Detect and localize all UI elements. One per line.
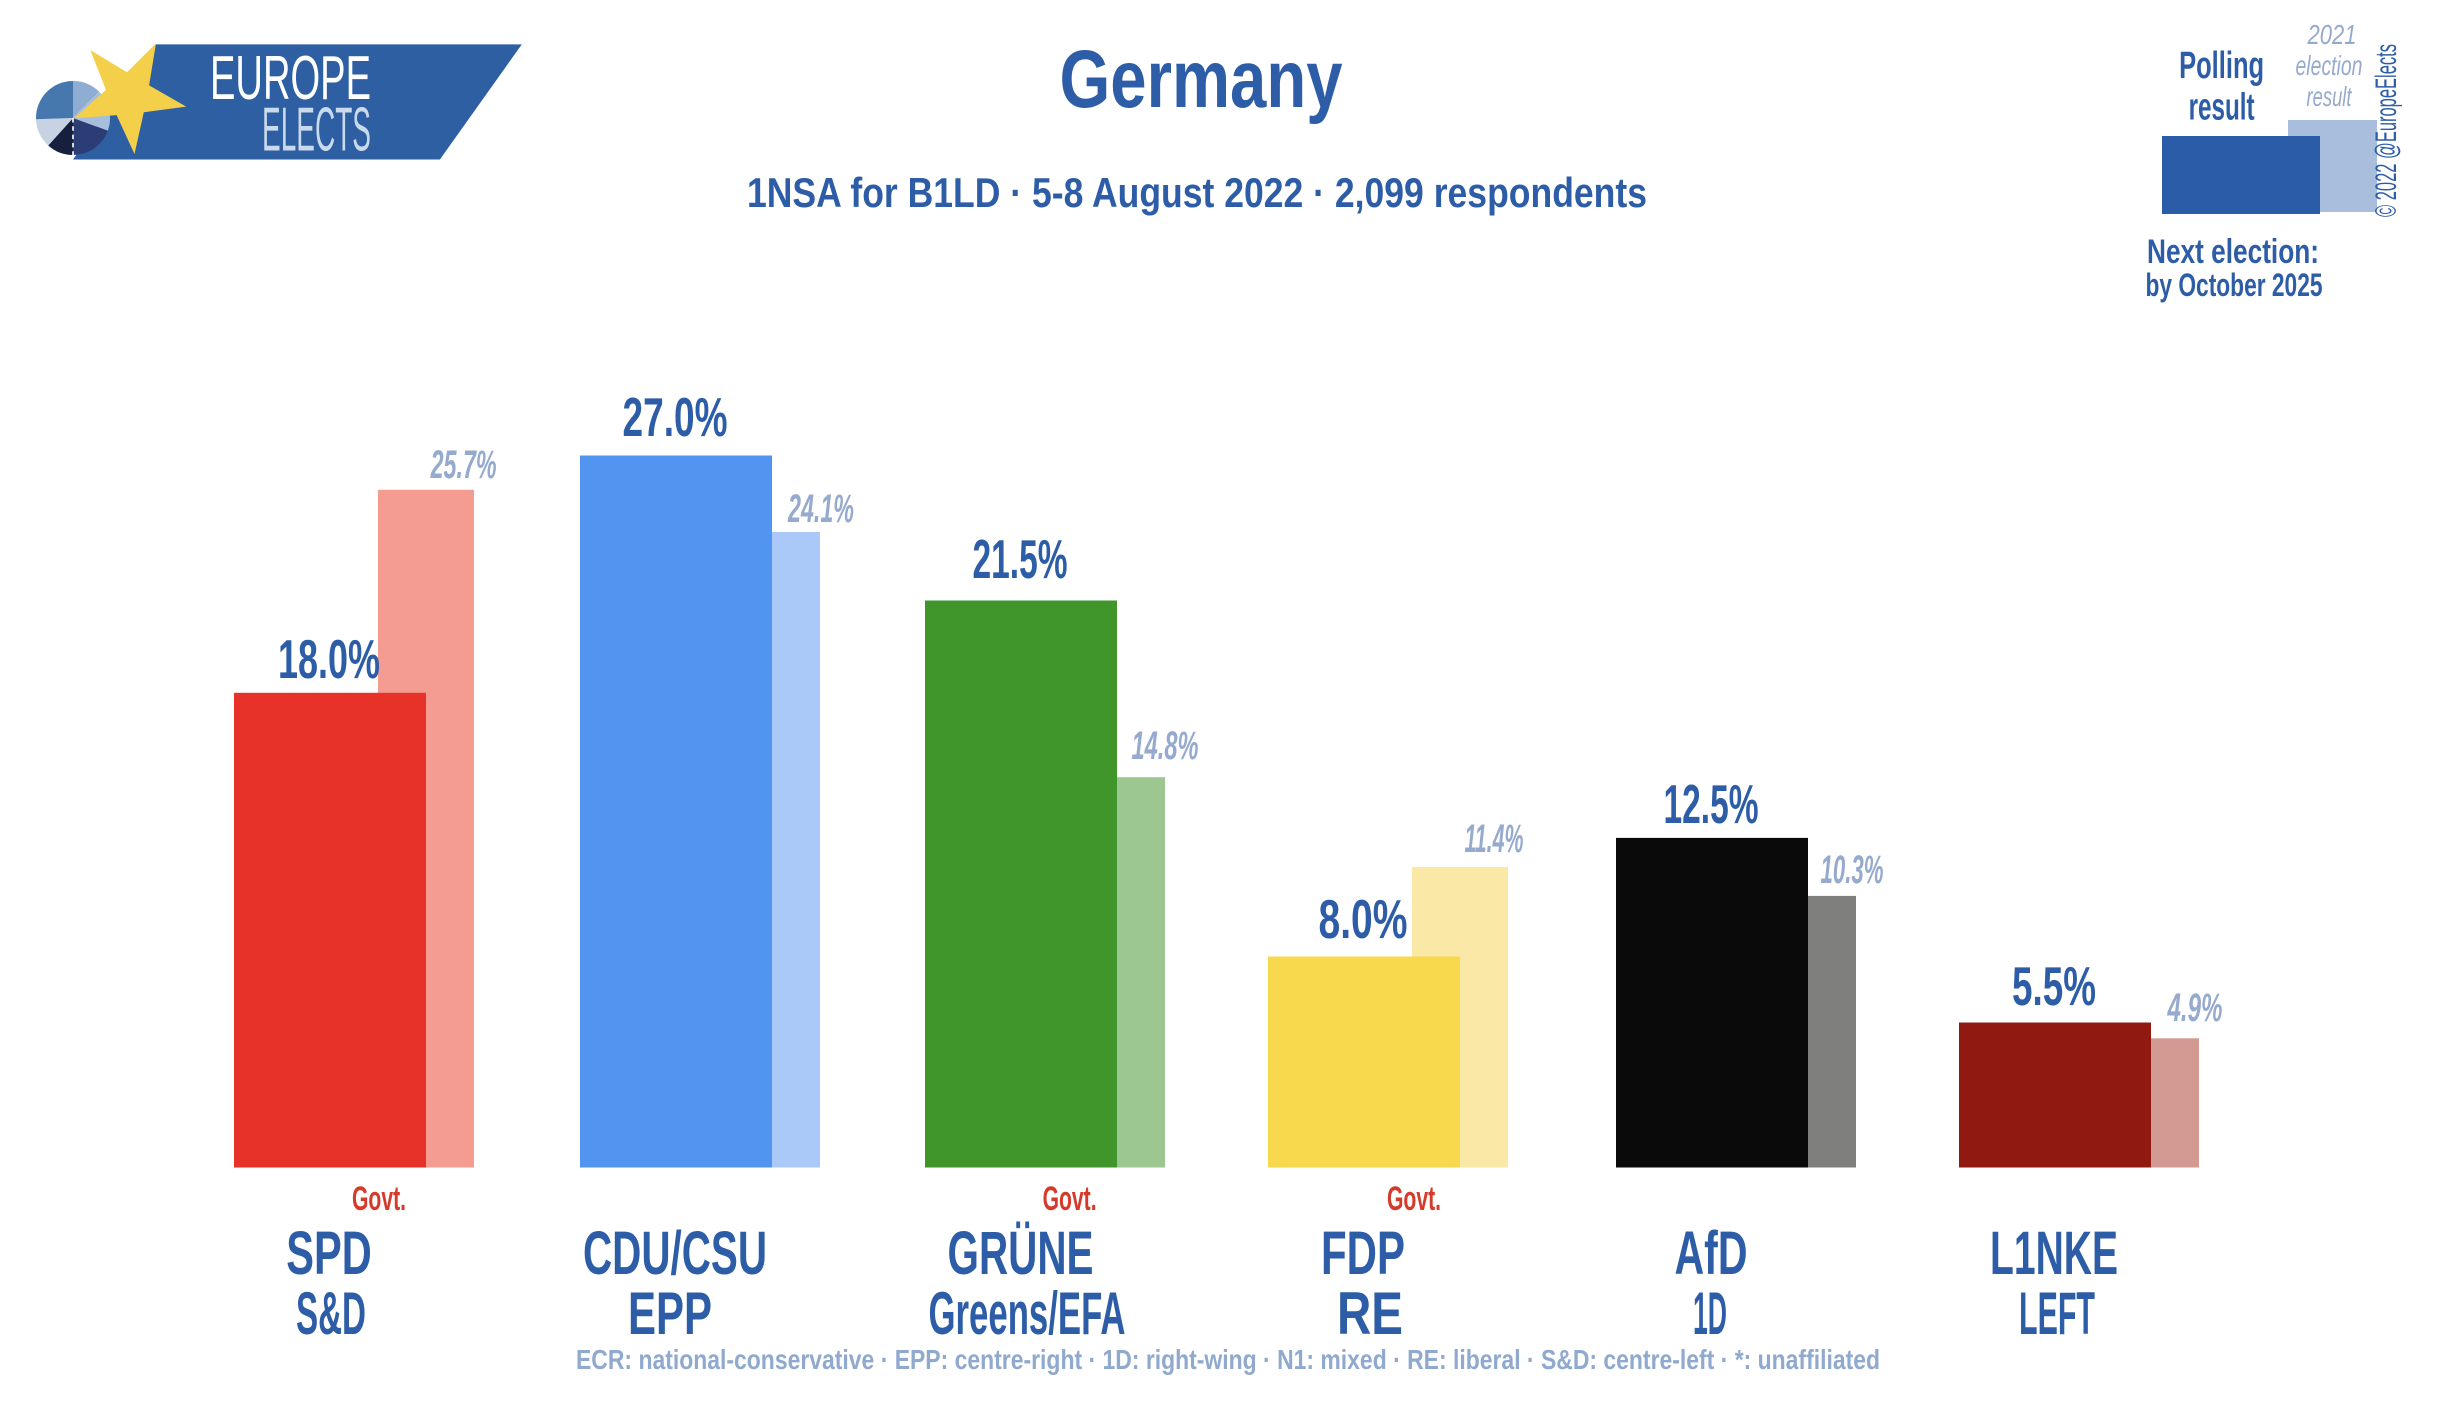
svg-text:EUROPE: EUROPE (210, 44, 371, 113)
svg-text:2021: 2021 (2307, 19, 2357, 50)
svg-text:EPP: EPP (628, 1280, 712, 1347)
svg-text:election: election (2296, 50, 2363, 81)
svg-text:25.7%: 25.7% (430, 443, 497, 487)
svg-text:Greens/EFA: Greens/EFA (929, 1280, 1126, 1347)
svg-text:18.0%: 18.0% (278, 628, 380, 690)
svg-text:12.5%: 12.5% (1664, 773, 1759, 835)
svg-text:GRÜNE: GRÜNE (948, 1219, 1094, 1287)
svg-text:© 2022 @EuropeElects: © 2022 @EuropeElects (2370, 44, 2403, 217)
svg-text:1D: 1D (1693, 1280, 1727, 1347)
svg-text:ECR: national-conservative · E: ECR: national-conservative · EPP: centre… (576, 1344, 1880, 1375)
svg-text:LEFT: LEFT (2019, 1280, 2095, 1347)
svg-text:RE: RE (1337, 1280, 1403, 1347)
svg-text:Polling: Polling (2179, 45, 2264, 87)
svg-text:21.5%: 21.5% (973, 528, 1068, 590)
svg-text:10.3%: 10.3% (1821, 848, 1884, 892)
svg-text:Govt.: Govt. (352, 1180, 406, 1218)
svg-text:CDU/CSU: CDU/CSU (583, 1219, 767, 1287)
svg-text:result: result (2307, 81, 2353, 112)
svg-text:Germany: Germany (1060, 34, 1343, 125)
svg-text:8.0%: 8.0% (1319, 888, 1408, 950)
svg-text:FDP: FDP (1321, 1219, 1405, 1287)
svg-text:by October 2025: by October 2025 (2146, 267, 2323, 303)
svg-text:ELECTS: ELECTS (262, 96, 371, 165)
svg-text:SPD: SPD (286, 1219, 372, 1287)
svg-text:result: result (2189, 87, 2255, 129)
svg-text:24.1%: 24.1% (787, 487, 854, 531)
svg-text:11.4%: 11.4% (1465, 817, 1524, 861)
svg-text:4.9%: 4.9% (2167, 986, 2223, 1030)
svg-text:27.0%: 27.0% (623, 386, 728, 448)
svg-text:1NSA for B1LD · 5-8 August 202: 1NSA for B1LD · 5-8 August 2022 · 2,099 … (747, 169, 1647, 216)
svg-text:S&D: S&D (296, 1280, 366, 1347)
svg-text:Govt.: Govt. (1387, 1180, 1441, 1218)
svg-text:Govt.: Govt. (1043, 1180, 1097, 1218)
svg-text:5.5%: 5.5% (2012, 955, 2096, 1017)
svg-text:14.8%: 14.8% (1132, 724, 1199, 768)
svg-text:L1NKE: L1NKE (1990, 1219, 2118, 1287)
svg-text:Next election:: Next election: (2147, 233, 2319, 271)
svg-text:AfD: AfD (1675, 1219, 1748, 1287)
